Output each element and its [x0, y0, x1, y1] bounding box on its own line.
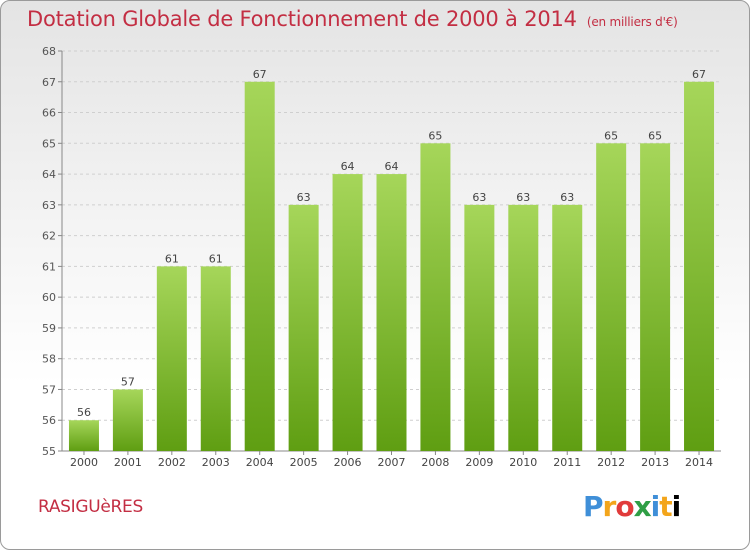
bar — [684, 81, 715, 452]
data-label: 64 — [385, 160, 399, 173]
x-tick-label: 2009 — [465, 456, 493, 469]
bar — [420, 143, 451, 452]
y-tick-label: 67 — [42, 76, 56, 89]
x-tick-label: 2008 — [421, 456, 449, 469]
data-label: 63 — [516, 191, 530, 204]
data-label: 63 — [472, 191, 486, 204]
data-label: 57 — [121, 375, 135, 388]
logo-letter: i — [671, 490, 682, 523]
y-tick-label: 62 — [42, 230, 56, 243]
data-label: 64 — [341, 160, 355, 173]
x-tick-label: 2002 — [158, 456, 186, 469]
bar — [68, 420, 99, 451]
y-tick-label: 63 — [42, 199, 56, 212]
commune-name: RASIGUèRES — [38, 497, 143, 517]
y-tick-label: 64 — [42, 168, 56, 181]
y-tick-label: 55 — [42, 445, 56, 458]
y-tick-label: 65 — [42, 137, 56, 150]
data-label: 65 — [604, 129, 618, 142]
data-label: 61 — [209, 252, 223, 265]
x-tick-label: 2007 — [378, 456, 406, 469]
data-label: 67 — [692, 68, 706, 81]
x-tick-label: 2000 — [70, 456, 98, 469]
x-tick-label: 2013 — [641, 456, 669, 469]
data-label: 65 — [648, 129, 662, 142]
logo-letter: P — [583, 490, 604, 523]
x-tick-label: 2011 — [553, 456, 581, 469]
y-tick-label: 56 — [42, 414, 56, 427]
y-tick-label: 59 — [42, 322, 56, 335]
bar — [640, 143, 671, 452]
x-tick-label: 2010 — [509, 456, 537, 469]
logo-letter: x — [633, 490, 652, 523]
proxiti-logo: Proxiti — [583, 490, 682, 523]
x-tick-label: 2001 — [114, 456, 142, 469]
logo-letter: o — [615, 490, 634, 523]
y-tick-label: 68 — [42, 45, 56, 58]
bar — [376, 174, 407, 452]
bar — [332, 174, 363, 452]
data-label: 67 — [253, 68, 267, 81]
chart-subtitle: (en milliers d'€) — [586, 15, 678, 29]
data-label: 65 — [428, 129, 442, 142]
y-tick-label: 66 — [42, 107, 56, 120]
bar — [244, 81, 275, 452]
x-tick-label: 2006 — [334, 456, 362, 469]
y-tick-label: 57 — [42, 383, 56, 396]
bar — [288, 204, 319, 451]
bar — [464, 204, 495, 451]
logo-letter: i — [650, 490, 661, 523]
x-tick-label: 2005 — [290, 456, 318, 469]
logo-letter: r — [602, 490, 617, 523]
chart-title-text: Dotation Globale de Fonctionnement de 20… — [27, 7, 577, 31]
bar — [156, 266, 187, 451]
bar — [596, 143, 627, 452]
y-tick-label: 60 — [42, 291, 56, 304]
bar — [200, 266, 231, 451]
y-tick-label: 58 — [42, 353, 56, 366]
logo-letter: t — [659, 490, 672, 523]
chart-title: Dotation Globale de Fonctionnement de 20… — [27, 7, 678, 31]
y-tick-label: 61 — [42, 260, 56, 273]
data-label: 63 — [297, 191, 311, 204]
data-label: 63 — [560, 191, 574, 204]
data-label: 56 — [77, 406, 91, 419]
bar — [508, 204, 539, 451]
x-tick-label: 2003 — [202, 456, 230, 469]
data-label: 61 — [165, 252, 179, 265]
x-tick-label: 2014 — [685, 456, 713, 469]
x-tick-label: 2012 — [597, 456, 625, 469]
bar — [112, 389, 143, 451]
x-tick-label: 2004 — [246, 456, 274, 469]
bar — [552, 204, 583, 451]
